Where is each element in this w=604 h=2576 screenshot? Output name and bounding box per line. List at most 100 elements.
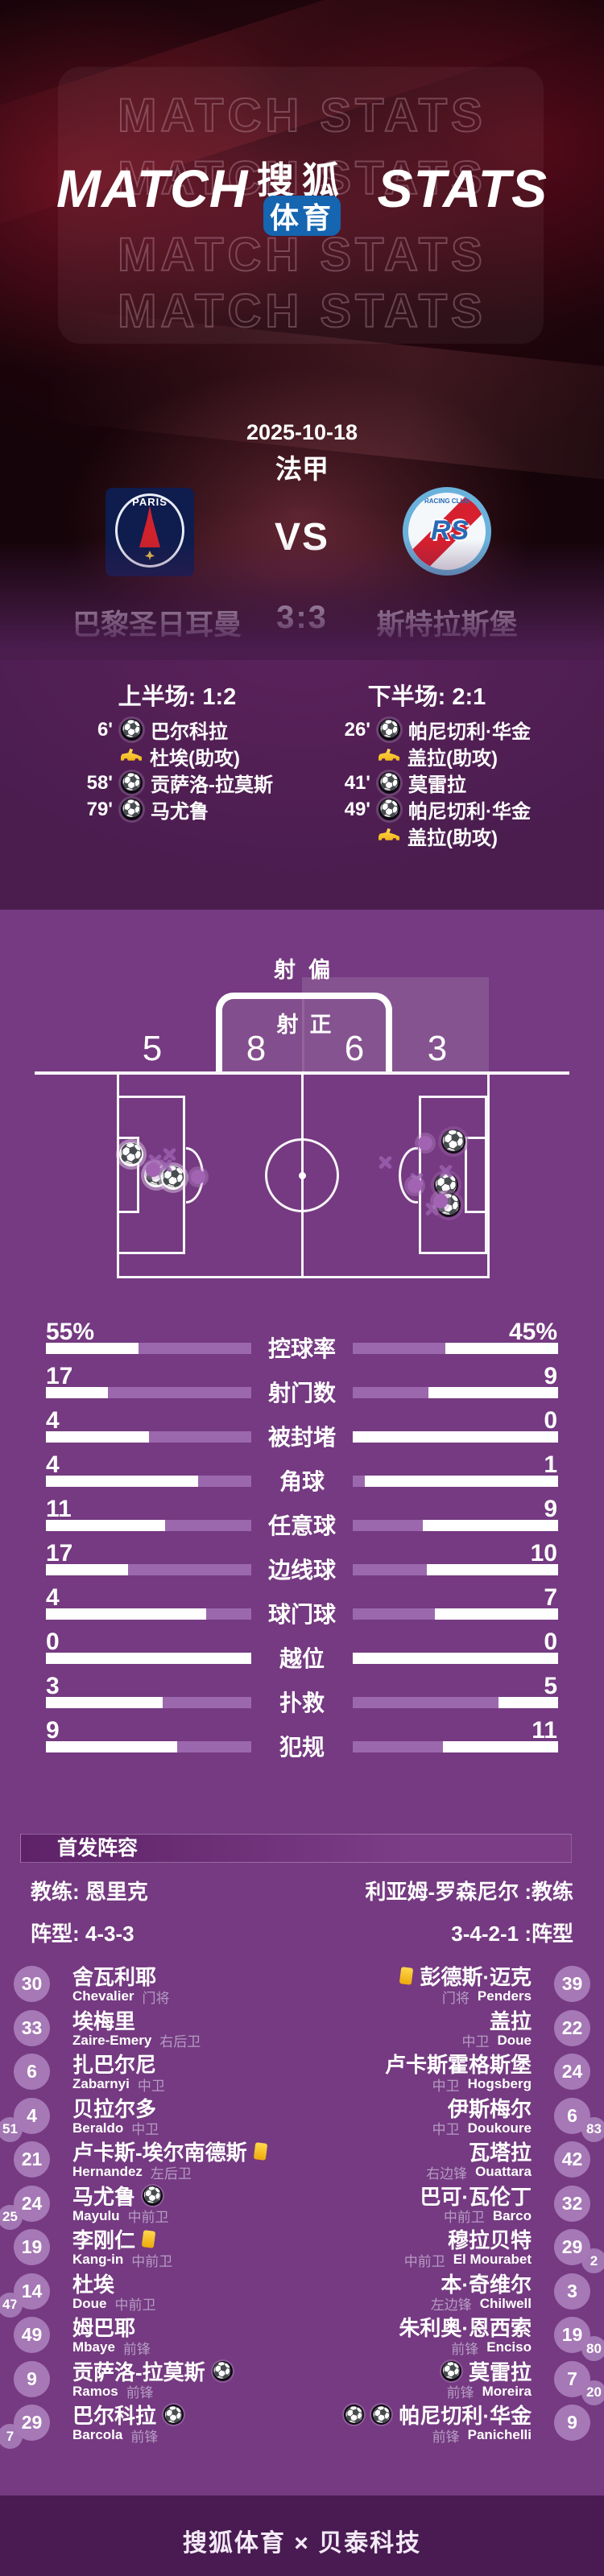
away-player-detail: 中卫 Doue	[462, 2032, 532, 2050]
goal-mouth-diagram: 射正	[216, 993, 392, 1071]
away-player-position: 门将	[441, 1990, 470, 2006]
assist-boot-icon	[121, 748, 142, 761]
left-goal-area	[117, 1137, 139, 1213]
away-player-position: 前锋	[432, 2429, 460, 2445]
away-stat-fill	[353, 1697, 499, 1708]
watermark-text: MATCH STATS	[117, 284, 486, 338]
lineup-row: 49 姆巴耶 Mbaye 前锋 19 80 朱利奥·恩西索 前锋 Enciso	[0, 2314, 604, 2361]
rcs-logo-text: RACING CLUB	[424, 497, 470, 505]
stat-row: 0 越位 0	[0, 1629, 604, 1674]
home-player-detail: Doue 中前卫	[72, 2295, 156, 2314]
away-player-eng-name: Hogsberg	[467, 2076, 532, 2091]
home-player-detail: Mbaye 前锋	[72, 2339, 151, 2357]
assist-boot-icon	[379, 828, 399, 840]
home-stat-fill	[138, 1343, 251, 1354]
home-stat-fill	[128, 1564, 251, 1575]
lineup-row: 33 埃梅里 Zaire-Emery 右后卫 22 盖拉 中卫 Doue	[0, 2008, 604, 2053]
away-player-name: 朱利奥·恩西索	[399, 2316, 532, 2340]
goal-ball-icon: ⚽	[379, 799, 400, 820]
footer-brand-text: 搜狐体育 × 贝泰科技	[182, 2530, 422, 2557]
away-scorers-list: 26' ⚽ 帕尼切利·华金 盖拉(助攻) 41' ⚽ 莫雷拉 49' ⚽ 帕尼切利·华金 盖拉(助攻…	[332, 716, 565, 850]
away-stat-fill	[353, 1520, 423, 1531]
away-stat-value: 1	[544, 1451, 557, 1478]
lineup-row: 21 卢卡斯-埃尔南德斯 Hernandez 左后卫 42 瓦塔拉 右边锋 Ouattara	[0, 2140, 604, 2184]
away-player-name: 瓦塔拉	[468, 2140, 532, 2165]
home-stat-value: 4	[46, 1451, 60, 1478]
away-stat-value: 45%	[508, 1319, 557, 1345]
home-player-name: 埃梅里	[72, 2008, 136, 2033]
score-detail-section: 上半场: 1:2 下半场: 2:1 6' ⚽ 巴尔科拉 杜埃(助攻) 58' ⚽ 贡萨洛-拉…	[0, 660, 604, 910]
sohu-sports-badge: 体育	[263, 196, 341, 236]
away-stat-value: 9	[544, 1496, 557, 1522]
away-player: 朱利奥·恩西索	[399, 2314, 532, 2340]
stat-row: 17 边线球 10	[0, 1540, 604, 1586]
home-shirt-number: 9	[14, 2360, 50, 2397]
home-player-position: 中前卫	[131, 2253, 173, 2269]
away-player: ⚽ 莫雷拉	[441, 2359, 532, 2384]
away-player-eng-name: Enciso	[486, 2339, 532, 2355]
stat-label: 犯规	[279, 1735, 325, 1760]
stat-row: 4 球门球 7	[0, 1584, 604, 1630]
shot-attempt-marker	[146, 1162, 160, 1177]
home-player: 埃梅里	[72, 2008, 135, 2033]
home-stat-value: 3	[46, 1673, 60, 1699]
home-player-position: 中卫	[131, 2122, 159, 2137]
goal-ball-icon: ⚽	[379, 719, 400, 741]
goal-minute: 58'	[86, 771, 113, 794]
away-player-eng-name: Ouattara	[475, 2164, 532, 2179]
away-stat-bar	[353, 1476, 558, 1487]
home-player-detail: Chevalier 门将	[72, 1988, 170, 2006]
away-stat-fill	[353, 1343, 445, 1354]
goal-minute: 49'	[344, 798, 370, 820]
away-player-eng-name: Chilwell	[479, 2295, 532, 2311]
away-player-eng-name: El Mourabet	[453, 2252, 532, 2267]
away-sub-minute: 83	[581, 2116, 604, 2142]
stat-row: 9 犯规 11	[0, 1717, 604, 1763]
home-stat-bar	[46, 1608, 251, 1620]
rcs-monogram: RS	[431, 515, 470, 546]
home-player-detail: Hernandez 左后卫	[72, 2163, 192, 2182]
home-stat-bar	[46, 1476, 251, 1487]
stat-row: 55% 控球率 45%	[0, 1319, 604, 1364]
away-player-detail: 前锋 Enciso	[451, 2339, 532, 2357]
away-stat-fill	[353, 1387, 429, 1398]
center-spot	[299, 1172, 306, 1179]
home-player-detail: Beraldo 中卫	[72, 2120, 159, 2138]
player-goal-icon: ⚽	[441, 2360, 461, 2381]
away-stat-bar	[353, 1564, 558, 1575]
center-circle	[265, 1138, 339, 1212]
home-stat-bar	[46, 1741, 251, 1752]
scorer-row: 杜埃(助攻)	[74, 743, 300, 770]
home-shirt-number: 49	[14, 2317, 50, 2353]
away-player-name: 穆拉贝特	[447, 2228, 532, 2252]
home-shirt-number: 14	[14, 2273, 50, 2310]
away-formation: 3-4-2-1 :阵型	[451, 1922, 573, 1946]
away-stat-fill	[353, 1608, 435, 1620]
final-score: 3:3	[276, 600, 328, 635]
stat-label: 边线球	[267, 1558, 336, 1583]
away-player-name: 彭德斯·迈克	[420, 1965, 532, 1989]
away-player-position: 中前卫	[403, 2253, 445, 2269]
home-shirt-number: 24	[14, 2185, 50, 2222]
player-goal-icon: ⚽	[344, 2405, 365, 2425]
home-player-position: 前锋	[122, 2341, 151, 2357]
stat-label: 控球率	[267, 1336, 336, 1361]
stat-row: 4 角球 1	[0, 1451, 604, 1497]
scorer-row: 6' ⚽ 巴尔科拉	[74, 716, 300, 744]
goal-minute: 26'	[344, 718, 370, 741]
shot-attempt-marker	[191, 1170, 205, 1184]
home-stat-bar	[46, 1564, 251, 1575]
away-stat-value: 0	[544, 1629, 557, 1655]
home-shirt-number: 4	[14, 2097, 50, 2134]
home-player-name: 舍瓦利耶	[72, 1965, 157, 1989]
home-player: 巴尔科拉 ⚽	[72, 2402, 184, 2428]
scorer-row: 26' ⚽ 帕尼切利·华金	[332, 716, 565, 744]
match-date: 2025-10-18	[246, 420, 358, 444]
stat-label: 越位	[279, 1646, 325, 1671]
away-shirt-number: 39	[554, 1966, 590, 2002]
away-player: 卢卡斯霍格斯堡	[385, 2051, 532, 2077]
home-player-eng-name: Mayulu	[72, 2207, 120, 2223]
away-player-detail: 右边锋 Ouattara	[426, 2163, 532, 2182]
away-shirt-number: 9	[554, 2405, 590, 2441]
